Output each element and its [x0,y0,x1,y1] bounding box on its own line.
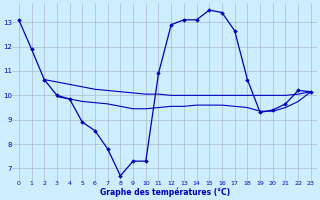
X-axis label: Graphe des températures (°C): Graphe des températures (°C) [100,188,230,197]
